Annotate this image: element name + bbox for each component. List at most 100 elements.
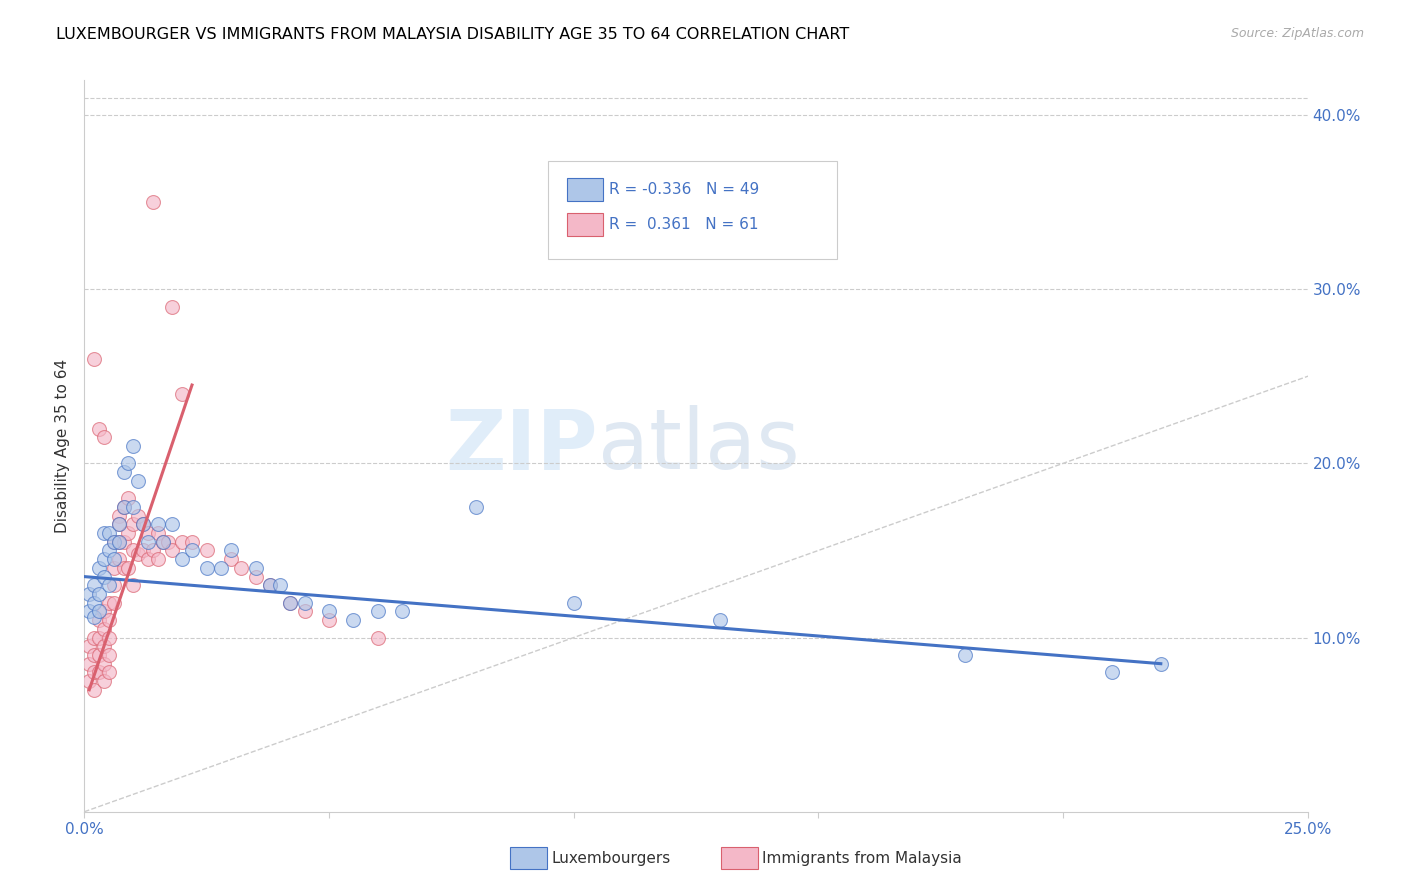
Point — [83, 648, 105, 662]
Point — [87, 587, 110, 601]
Point — [87, 604, 110, 618]
Point — [953, 648, 976, 662]
Point — [93, 552, 115, 566]
Point — [156, 534, 179, 549]
Point — [172, 386, 194, 401]
Point — [278, 596, 301, 610]
Point — [162, 517, 184, 532]
Point — [122, 517, 145, 532]
Point — [87, 648, 110, 662]
Point — [93, 569, 115, 583]
Point — [122, 578, 145, 592]
Point — [294, 596, 316, 610]
Point — [93, 657, 115, 671]
Point — [209, 561, 232, 575]
Point — [152, 534, 174, 549]
Point — [142, 195, 165, 210]
Point — [122, 500, 145, 514]
Point — [97, 578, 120, 592]
Point — [97, 526, 120, 541]
Point — [112, 500, 135, 514]
Point — [245, 561, 267, 575]
Point — [136, 526, 159, 541]
Point — [132, 517, 155, 532]
Point — [87, 613, 110, 627]
Point — [229, 561, 252, 575]
Point — [117, 561, 139, 575]
Point — [1101, 665, 1123, 680]
Point — [172, 534, 194, 549]
Point — [83, 682, 105, 697]
Point — [97, 648, 120, 662]
Point — [162, 543, 184, 558]
Point — [1150, 657, 1173, 671]
Point — [103, 578, 125, 592]
Text: ZIP: ZIP — [446, 406, 598, 486]
Point — [245, 569, 267, 583]
Point — [97, 613, 120, 627]
Text: R =  0.361   N = 61: R = 0.361 N = 61 — [609, 218, 758, 232]
Point — [77, 657, 100, 671]
Point — [93, 622, 115, 636]
Point — [103, 534, 125, 549]
Point — [83, 631, 105, 645]
Point — [318, 604, 340, 618]
Point — [107, 508, 129, 523]
Point — [107, 534, 129, 549]
Point — [77, 640, 100, 654]
Point — [367, 631, 389, 645]
Point — [259, 578, 281, 592]
Point — [93, 526, 115, 541]
Point — [112, 534, 135, 549]
Point — [83, 665, 105, 680]
Text: R = -0.336   N = 49: R = -0.336 N = 49 — [609, 182, 759, 196]
Point — [195, 561, 218, 575]
Point — [87, 561, 110, 575]
Point — [152, 534, 174, 549]
Point — [97, 596, 120, 610]
Point — [464, 500, 486, 514]
Point — [117, 526, 139, 541]
Point — [107, 517, 129, 532]
Point — [318, 613, 340, 627]
Point — [127, 474, 149, 488]
Point — [112, 561, 135, 575]
Point — [83, 578, 105, 592]
Point — [391, 604, 413, 618]
Point — [172, 552, 194, 566]
Point — [77, 604, 100, 618]
Point — [367, 604, 389, 618]
Point — [83, 351, 105, 366]
Point — [117, 491, 139, 506]
Point — [122, 543, 145, 558]
Point — [112, 465, 135, 479]
Point — [103, 534, 125, 549]
Point — [136, 534, 159, 549]
Text: Luxembourgers: Luxembourgers — [551, 851, 671, 865]
Point — [259, 578, 281, 592]
Point — [127, 508, 149, 523]
Point — [87, 421, 110, 435]
Point — [278, 596, 301, 610]
Point — [107, 517, 129, 532]
Text: Immigrants from Malaysia: Immigrants from Malaysia — [762, 851, 962, 865]
Text: atlas: atlas — [598, 406, 800, 486]
Point — [162, 300, 184, 314]
Point — [132, 543, 155, 558]
Point — [77, 674, 100, 689]
Point — [112, 500, 135, 514]
Point — [103, 552, 125, 566]
Point — [269, 578, 291, 592]
Point — [146, 517, 169, 532]
Point — [93, 674, 115, 689]
Point — [103, 561, 125, 575]
Point — [97, 665, 120, 680]
Point — [93, 604, 115, 618]
Point — [132, 517, 155, 532]
Point — [93, 430, 115, 444]
Point — [77, 587, 100, 601]
Point — [146, 552, 169, 566]
Text: Source: ZipAtlas.com: Source: ZipAtlas.com — [1230, 27, 1364, 40]
Point — [146, 526, 169, 541]
Point — [219, 552, 242, 566]
